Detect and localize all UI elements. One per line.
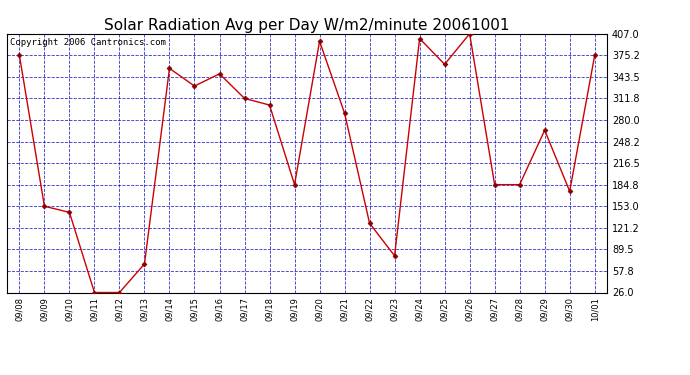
Title: Solar Radiation Avg per Day W/m2/minute 20061001: Solar Radiation Avg per Day W/m2/minute …	[104, 18, 510, 33]
Text: Copyright 2006 Cantronics.com: Copyright 2006 Cantronics.com	[10, 38, 166, 46]
